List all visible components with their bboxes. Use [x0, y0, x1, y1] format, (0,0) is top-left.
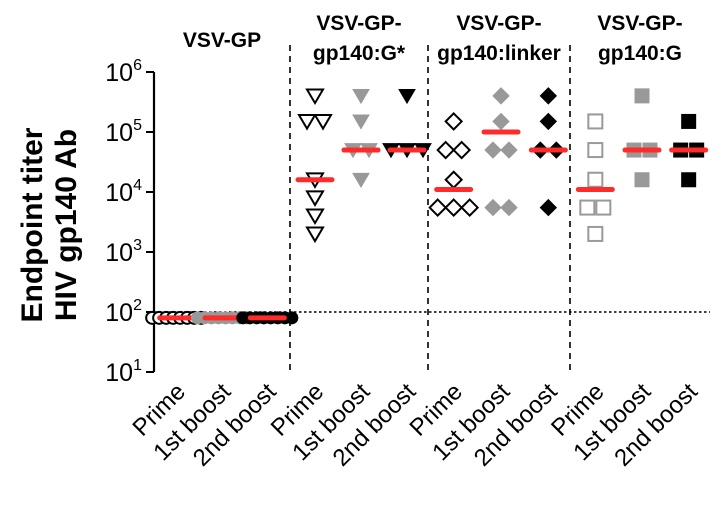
data-point: [681, 113, 697, 129]
data-point: [305, 208, 325, 226]
series-0: [428, 112, 480, 217]
series-0: [295, 88, 335, 244]
data-point: [681, 172, 697, 188]
data-point: [595, 199, 612, 216]
data-point: [428, 198, 448, 217]
y-tick-label: 101: [105, 357, 142, 387]
data-point: [305, 226, 325, 244]
data-point: [587, 142, 604, 159]
data-point: [460, 198, 480, 217]
data-point: [444, 112, 464, 131]
series-1: [341, 88, 381, 188]
data-point: [539, 87, 558, 105]
data-point: [587, 171, 604, 188]
y-tick-label: 102: [105, 297, 142, 327]
data-point: [352, 88, 370, 105]
data-point: [500, 141, 518, 159]
data-point: [436, 140, 456, 160]
group-title-line: gp140:linker: [437, 42, 561, 65]
data-point: [587, 225, 604, 242]
data-point: [539, 198, 558, 217]
data-point: [579, 199, 596, 216]
data-point: [398, 88, 416, 105]
group-title-line: VSV-GP-: [316, 12, 401, 35]
data-point: [313, 114, 333, 131]
data-point: [452, 140, 472, 160]
group-title-line: VSV-GP-: [456, 12, 541, 35]
group-title-line: VSV-GP: [183, 29, 261, 52]
data-point: [484, 198, 502, 217]
data-point: [492, 112, 510, 131]
series-0: [575, 113, 615, 242]
data-point: [297, 114, 317, 131]
data-point: [539, 112, 558, 131]
data-point: [634, 172, 650, 188]
y-axis-label-line: Endpoint titer: [16, 127, 49, 322]
group-title-line: VSV-GP-: [597, 12, 682, 35]
y-tick-label: 104: [105, 177, 142, 207]
y-tick-label: 105: [105, 117, 142, 147]
data-point: [634, 88, 650, 104]
data-point: [352, 114, 370, 130]
data-point: [492, 87, 510, 105]
series-2: [382, 88, 432, 159]
series-1: [622, 88, 662, 188]
series-2: [669, 113, 709, 188]
group-title-line: gp140:G: [598, 42, 682, 65]
y-axis-label-line: HIV gp140 Ab: [50, 129, 83, 321]
data-point: [352, 172, 370, 188]
series-1: [481, 87, 521, 217]
data-point: [444, 198, 464, 217]
group-title-line: gp140:G*: [313, 42, 406, 65]
data-point: [500, 198, 518, 217]
series-2: [528, 87, 568, 217]
y-tick-label: 103: [105, 237, 142, 267]
series-2: [236, 311, 299, 325]
data-point: [305, 88, 325, 106]
data-point: [285, 311, 299, 325]
data-point: [484, 141, 502, 159]
data-point: [444, 170, 464, 190]
data-point: [305, 190, 325, 207]
data-point: [587, 113, 604, 130]
y-tick-label: 106: [105, 57, 142, 87]
